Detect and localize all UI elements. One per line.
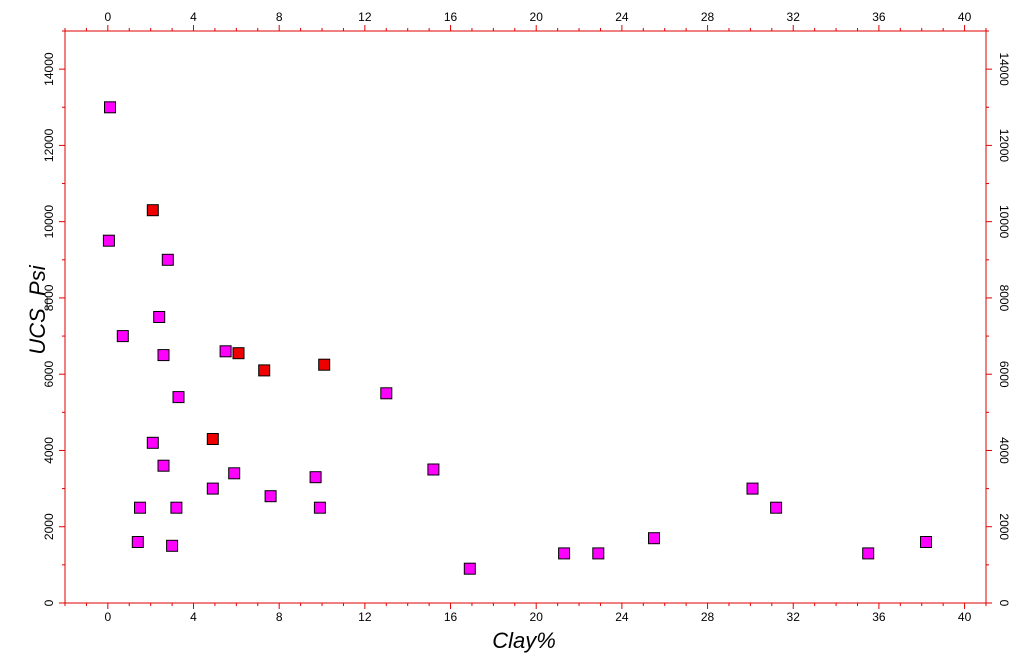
y-tick-label-left: 0 (42, 599, 56, 606)
x-tick-label-top: 16 (444, 10, 458, 24)
x-tick-label-bottom: 12 (358, 610, 372, 624)
data-point (134, 501, 146, 514)
data-points (102, 101, 932, 575)
data-point (920, 536, 932, 548)
data-point (166, 539, 179, 552)
data-point (170, 501, 183, 514)
y-tick-label-right: 10000 (997, 205, 1011, 239)
data-point (206, 433, 219, 445)
y-tick-label-left: 2000 (42, 513, 56, 540)
data-point (219, 345, 232, 358)
x-tick-label-bottom: 20 (530, 610, 544, 624)
data-point (161, 253, 174, 266)
x-tick-label-top: 4 (190, 10, 197, 24)
axis-ticks (59, 25, 992, 609)
data-point (228, 467, 241, 480)
x-tick-label-top: 24 (615, 10, 629, 24)
data-point (206, 482, 219, 495)
data-point (463, 562, 476, 575)
y-tick-label-left: 12000 (42, 128, 56, 162)
data-point (116, 330, 129, 343)
x-tick-label-top: 36 (872, 10, 886, 24)
data-point (232, 347, 245, 360)
x-tick-label-top: 28 (701, 10, 715, 24)
data-point (264, 490, 277, 503)
x-tick-label-top: 8 (276, 10, 283, 24)
data-point (313, 501, 326, 514)
x-tick-label-top: 0 (104, 10, 111, 24)
data-point (862, 547, 875, 560)
x-tick-label-bottom: 16 (444, 610, 458, 624)
x-tick-label-bottom: 32 (787, 610, 801, 624)
data-point (380, 387, 393, 400)
y-tick-label-right: 6000 (997, 361, 1011, 388)
x-tick-label-bottom: 0 (104, 610, 111, 624)
y-tick-label-left: 14000 (42, 52, 56, 86)
x-tick-label-bottom: 36 (872, 610, 886, 624)
plot-frame (64, 30, 987, 604)
y-tick-label-left: 10000 (42, 205, 56, 239)
y-tick-label-right: 12000 (997, 129, 1011, 163)
x-tick-label-bottom: 8 (276, 610, 283, 624)
y-tick-label-left: 8000 (42, 284, 56, 311)
data-point (648, 532, 660, 545)
data-point (427, 463, 440, 476)
data-point (157, 459, 170, 472)
data-point (172, 391, 185, 404)
x-tick-label-bottom: 28 (701, 610, 715, 624)
y-tick-label-left: 6000 (42, 361, 56, 388)
data-point (770, 501, 783, 514)
y-axis-title: UCS_Psi (25, 264, 50, 354)
x-tick-label-bottom: 4 (190, 610, 197, 624)
data-point (746, 482, 759, 495)
y-tick-label-right: 8000 (997, 285, 1011, 312)
data-point (146, 436, 159, 449)
data-point (258, 364, 271, 377)
y-tick-label-right: 14000 (997, 52, 1011, 86)
x-tick-label-top: 40 (958, 10, 972, 24)
x-tick-label-top: 12 (358, 10, 372, 24)
data-point (102, 234, 115, 247)
x-tick-label-bottom: 40 (958, 610, 972, 624)
data-point (157, 349, 170, 362)
y-tick-label-right: 2000 (997, 513, 1011, 540)
data-point (318, 358, 331, 371)
x-tick-label-top: 32 (787, 10, 801, 24)
x-tick-label-bottom: 24 (615, 610, 629, 624)
data-point (309, 471, 322, 484)
y-tick-label-right: 4000 (997, 437, 1011, 464)
data-point (146, 204, 159, 217)
plot-border (64, 30, 987, 604)
data-point (558, 547, 571, 560)
x-tick-label-top: 20 (530, 10, 544, 24)
x-axis-title: Clay% (492, 628, 556, 653)
data-point (104, 101, 116, 114)
y-tick-label-right: 0 (997, 600, 1011, 607)
data-point (131, 536, 144, 548)
y-tick-label-left: 4000 (42, 437, 56, 464)
data-point (153, 311, 166, 323)
data-point (592, 547, 605, 560)
